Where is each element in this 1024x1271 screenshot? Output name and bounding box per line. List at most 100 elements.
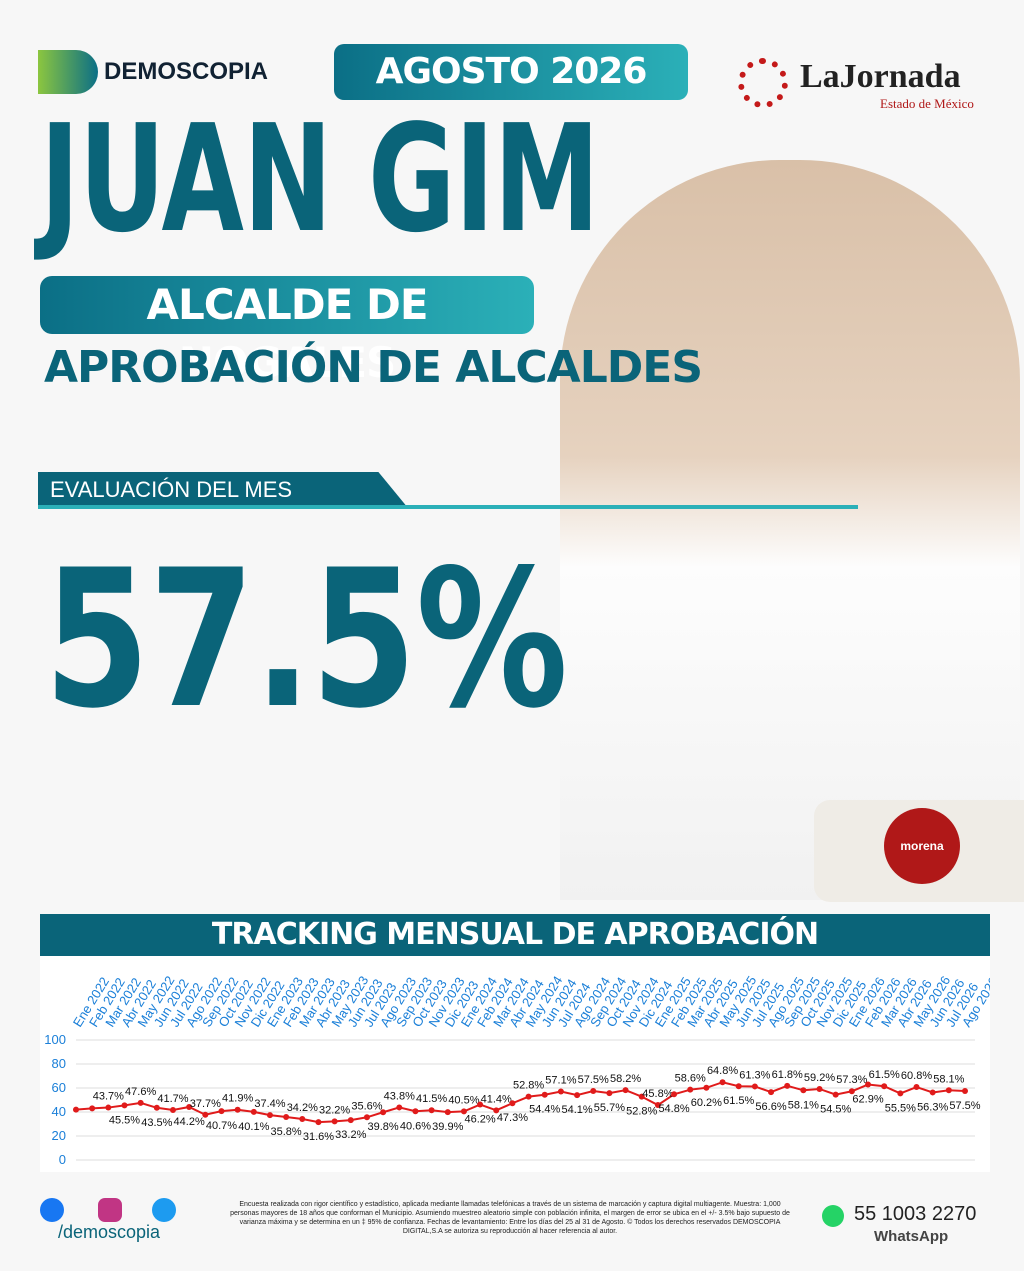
y-tick-label: 0 <box>59 1152 66 1167</box>
value-label: 54.5% <box>820 1104 851 1116</box>
value-label: 41.9% <box>222 1093 253 1105</box>
value-label: 61.5% <box>723 1095 754 1107</box>
y-tick-label: 60 <box>52 1080 66 1095</box>
value-label: 39.8% <box>368 1121 399 1133</box>
point <box>250 1108 257 1115</box>
value-label: 46.2% <box>464 1114 495 1126</box>
point <box>525 1093 532 1100</box>
point <box>315 1119 322 1126</box>
point <box>962 1088 968 1094</box>
y-tick-label: 20 <box>52 1128 66 1143</box>
value-label: 64.8% <box>707 1065 738 1077</box>
point <box>574 1092 581 1099</box>
value-label: 57.1% <box>545 1074 576 1086</box>
point <box>606 1090 613 1097</box>
point <box>283 1114 290 1121</box>
partner-sub: Estado de México <box>880 96 974 111</box>
value-label: 41.5% <box>416 1093 447 1105</box>
facebook-icon[interactable] <box>40 1198 64 1222</box>
point <box>590 1088 597 1094</box>
value-label: 60.8% <box>901 1070 932 1082</box>
date-badge: AGOSTO 2026 <box>334 44 688 100</box>
point <box>929 1089 936 1096</box>
party: morena <box>884 808 960 884</box>
value-label: 62.9% <box>852 1094 883 1106</box>
y-tick-label: 40 <box>52 1104 66 1119</box>
point <box>768 1089 775 1096</box>
value-label: 56.6% <box>755 1101 786 1113</box>
point <box>186 1103 193 1110</box>
point <box>428 1107 435 1114</box>
value-label: 37.7% <box>190 1098 221 1110</box>
eval-value: 57.5% <box>44 529 568 750</box>
point <box>137 1099 144 1106</box>
whatsapp-icon[interactable] <box>822 1205 844 1227</box>
point <box>266 1112 273 1119</box>
point <box>848 1088 855 1095</box>
point <box>73 1106 79 1113</box>
value-label: 54.8% <box>658 1103 689 1115</box>
point <box>832 1091 839 1098</box>
brand: DEMOSCOPIA <box>104 58 269 85</box>
point <box>347 1117 354 1124</box>
point <box>800 1087 807 1094</box>
value-label: 61.3% <box>739 1069 770 1081</box>
value-label: 32.2% <box>319 1104 350 1116</box>
point <box>784 1082 791 1089</box>
partner: LaJornada <box>800 58 961 95</box>
value-label: 35.8% <box>271 1126 302 1138</box>
value-label: 55.7% <box>594 1102 625 1114</box>
point <box>703 1084 710 1091</box>
value-label: 37.4% <box>254 1098 285 1110</box>
point <box>477 1101 484 1108</box>
portrait <box>560 160 1020 900</box>
chart-title: TRACKING MENSUAL DE APROBACIÓN <box>40 914 990 956</box>
point <box>509 1100 516 1107</box>
point <box>913 1084 920 1091</box>
point <box>751 1083 758 1090</box>
role: ALCALDE DE NOGALES <box>40 276 534 387</box>
value-label: 56.3% <box>917 1101 948 1113</box>
point <box>89 1105 96 1112</box>
point <box>719 1079 726 1086</box>
value-label: 60.2% <box>691 1097 722 1109</box>
value-label: 40.6% <box>400 1120 431 1132</box>
partner-logo <box>738 58 788 108</box>
value-label: 33.2% <box>335 1129 366 1141</box>
value-label: 44.2% <box>174 1116 205 1128</box>
point <box>638 1093 645 1100</box>
twitter-icon[interactable] <box>152 1198 176 1222</box>
phone-label: WhatsApp <box>874 1228 949 1245</box>
value-label: 52.8% <box>626 1106 657 1118</box>
value-label: 45.5% <box>109 1114 140 1126</box>
value-label: 45.8% <box>642 1088 673 1100</box>
survey: APROBACIÓN DE ALCALDES <box>44 342 703 393</box>
value-label: 57.5% <box>578 1074 609 1086</box>
point <box>380 1109 387 1116</box>
value-label: 61.5% <box>869 1069 900 1081</box>
point <box>153 1104 160 1111</box>
value-label: 58.6% <box>675 1073 706 1085</box>
point <box>363 1114 370 1121</box>
rule <box>38 505 858 509</box>
point <box>460 1108 467 1115</box>
instagram-icon[interactable] <box>98 1198 122 1222</box>
point <box>945 1087 952 1094</box>
value-label: 54.1% <box>561 1104 592 1116</box>
value-label: 40.7% <box>206 1120 237 1132</box>
name: JUAN GIM <box>40 93 600 265</box>
value-label: 58.1% <box>788 1099 819 1111</box>
point <box>444 1109 451 1116</box>
point <box>541 1091 548 1098</box>
value-label: 47.3% <box>497 1112 528 1124</box>
point <box>735 1083 742 1090</box>
eval-label: EVALUACIÓN DEL MES <box>38 472 408 508</box>
point <box>218 1108 225 1115</box>
value-label: 47.6% <box>125 1086 156 1098</box>
disclaimer: Encuesta realizada con rigor científico … <box>230 1201 790 1235</box>
value-label: 58.1% <box>933 1073 964 1085</box>
value-label: 54.4% <box>529 1104 560 1116</box>
value-label: 43.7% <box>93 1091 124 1103</box>
value-label: 59.2% <box>804 1072 835 1084</box>
y-tick-label: 100 <box>44 1032 66 1047</box>
